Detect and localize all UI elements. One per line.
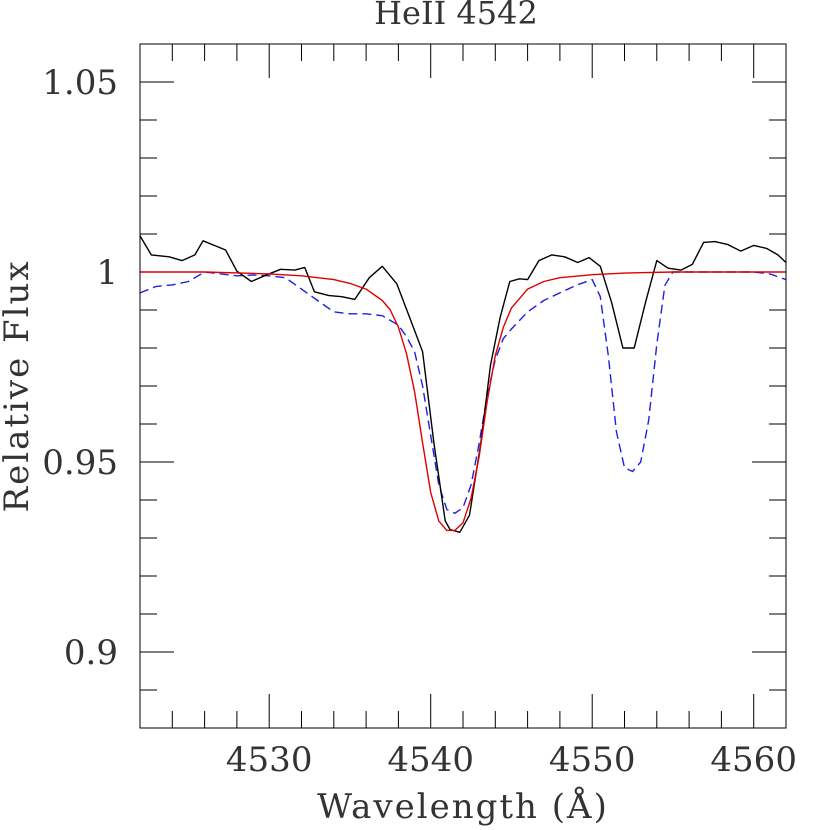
y-tick-label: 0.9 <box>64 633 118 673</box>
model-dashed-line <box>139 271 787 514</box>
x-tick-label: 4530 <box>226 740 313 780</box>
tick-labels: 4530 4540 4550 4560 0.9 0.95 1 1.05 <box>42 63 797 780</box>
x-axis-title: Wavelength (Å) <box>317 786 609 827</box>
x-tick-label: 4550 <box>549 740 636 780</box>
x-tick-label: 4560 <box>710 740 797 780</box>
observed-spectrum-line <box>139 235 787 533</box>
y-tick-label: 1.05 <box>42 63 118 103</box>
plot-frame <box>139 43 787 729</box>
axis-ticks <box>139 43 787 729</box>
x-tick-label: 4540 <box>387 740 474 780</box>
y-tick-label: 0.95 <box>42 443 118 483</box>
series-lines <box>139 235 787 533</box>
y-tick-label: 1 <box>96 253 118 293</box>
model-red-line <box>140 271 786 532</box>
y-axis-title: Relative Flux <box>0 259 37 512</box>
chart-title: HeII 4542 <box>374 0 538 32</box>
